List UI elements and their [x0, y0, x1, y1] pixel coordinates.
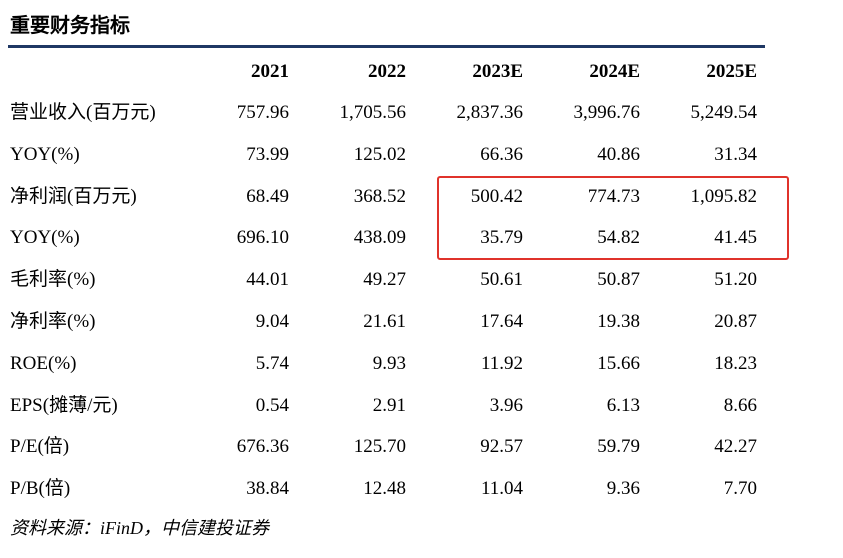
cell: 125.70	[353, 436, 406, 458]
cell: 38.84	[246, 478, 289, 500]
cell: 5.74	[255, 352, 289, 374]
cell: 8.66	[723, 394, 757, 416]
cell: 696.10	[236, 227, 289, 249]
title-rule	[8, 45, 765, 48]
cell: 66.36	[480, 143, 523, 165]
cell: 757.96	[236, 102, 289, 123]
cell: 500.42	[470, 185, 523, 207]
cell: 5,249.54	[690, 102, 758, 123]
column-header: 2021	[251, 61, 289, 82]
cell: 54.82	[597, 227, 640, 249]
cell: 9.93	[372, 352, 406, 374]
cell: 18.23	[714, 352, 757, 374]
cell: 2,837.36	[456, 102, 524, 123]
cell: 2.91	[372, 394, 406, 416]
row-label: 营业收入(百万元)	[10, 102, 156, 123]
cell: 59.79	[597, 436, 640, 458]
cell: 438.09	[353, 227, 406, 249]
cell: 125.02	[353, 143, 406, 165]
cell: 92.57	[480, 436, 523, 458]
cell: 12.48	[363, 478, 406, 500]
cell: 11.92	[480, 352, 523, 374]
cell: 49.27	[363, 269, 406, 291]
cell: 9.04	[255, 311, 289, 332]
cell: 31.34	[714, 143, 757, 165]
cell: 1,095.82	[690, 185, 758, 207]
cell: 20.87	[714, 311, 757, 332]
cell: 50.61	[480, 269, 523, 291]
cell: 19.38	[597, 311, 640, 332]
column-header: 2024E	[589, 61, 640, 82]
row-label: 净利率(%)	[10, 311, 96, 332]
title: 重要财务指标	[10, 13, 130, 37]
row-label: P/E(倍)	[10, 436, 70, 458]
cell: 17.64	[480, 311, 523, 332]
cell: 68.49	[246, 185, 289, 207]
cell: 3.96	[489, 394, 523, 416]
row-label: ROE(%)	[10, 352, 77, 374]
row-label: 净利润(百万元)	[10, 185, 137, 207]
row-label: 毛利率(%)	[10, 269, 96, 291]
cell: 73.99	[246, 143, 289, 165]
cell: 51.20	[714, 269, 757, 291]
cell: 3,996.76	[573, 102, 641, 123]
row-label: YOY(%)	[10, 143, 80, 165]
row-label: EPS(摊薄/元)	[10, 394, 118, 416]
cell: 9.36	[606, 478, 640, 500]
cell: 1,705.56	[339, 102, 407, 123]
cell: 50.87	[597, 269, 640, 291]
cell: 6.13	[606, 394, 640, 416]
column-header: 2023E	[472, 61, 523, 82]
column-header: 2025E	[706, 61, 757, 82]
cell: 41.45	[714, 227, 757, 249]
cell: 7.70	[723, 478, 757, 500]
cell: 21.61	[363, 311, 406, 332]
cell: 368.52	[353, 185, 406, 207]
cell: 35.79	[480, 227, 523, 249]
row-label: YOY(%)	[10, 227, 80, 249]
cell: 11.04	[480, 478, 523, 500]
cell: 0.54	[255, 394, 289, 416]
cell: 44.01	[246, 269, 289, 291]
cell: 15.66	[597, 352, 640, 374]
column-header: 2022	[368, 61, 406, 82]
row-label: P/B(倍)	[10, 478, 71, 500]
cell: 774.73	[587, 185, 640, 207]
highlight-box	[437, 176, 789, 260]
source-note: 资料来源：iFinD，中信建投证券	[10, 518, 269, 538]
cell: 676.36	[236, 436, 289, 458]
cell: 40.86	[597, 143, 640, 165]
cell: 42.27	[714, 436, 757, 458]
